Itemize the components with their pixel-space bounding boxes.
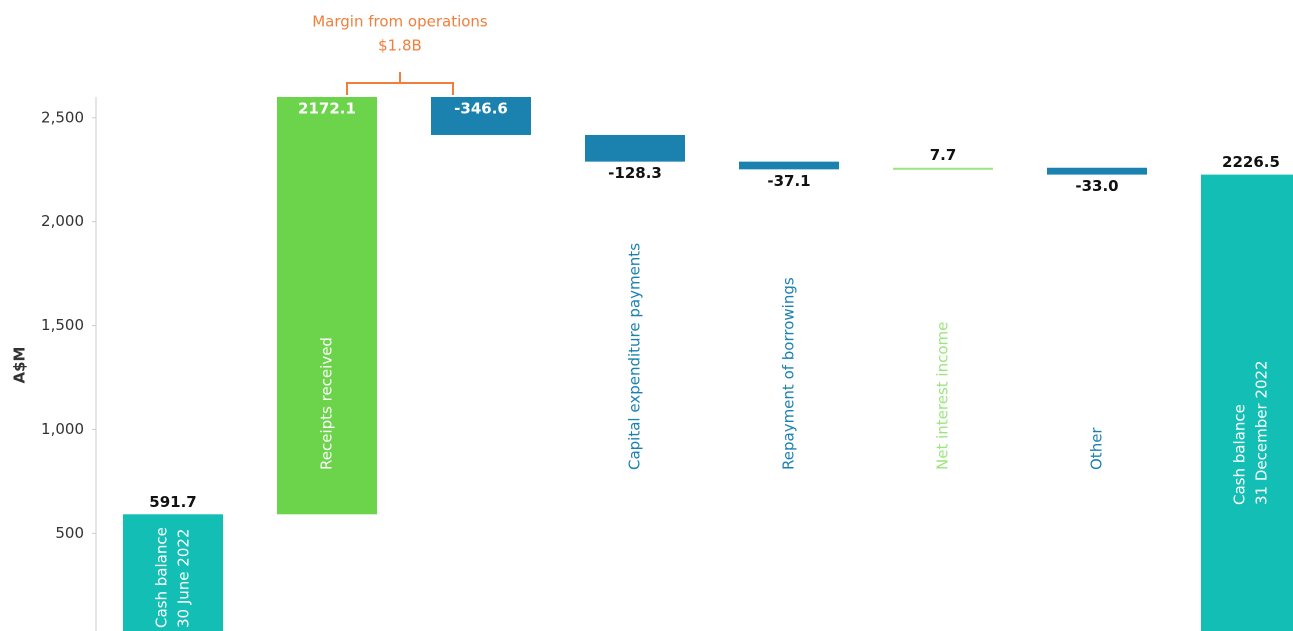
value-label: 7.7 (930, 146, 957, 164)
value-label: -128.3 (608, 164, 662, 182)
category-label: Capital expenditure payments (626, 243, 644, 470)
category-label: Cash balance (153, 527, 171, 628)
bar (1047, 167, 1147, 175)
annotation-bracket (346, 72, 454, 95)
category-label: Receipts received (318, 337, 336, 470)
category-label: Other (1088, 427, 1106, 470)
category-label: 31 December 2022 (1253, 360, 1271, 505)
bar (739, 161, 839, 170)
bar (431, 97, 531, 135)
bar (123, 514, 223, 631)
annotation-text: $1.8B (378, 37, 422, 55)
category-label: Operational payments (472, 302, 490, 470)
bar (277, 97, 377, 515)
category-label: Cash balance (1231, 404, 1249, 505)
category-label: Repayment of borrowings (780, 277, 798, 470)
y-tick-label: 2,500 (41, 108, 84, 126)
value-label: 2172.1 (298, 100, 356, 118)
bar (585, 134, 685, 162)
bars (123, 97, 1293, 631)
category-label: 30 June 2022 (175, 529, 193, 628)
y-axis-label: A$M (11, 347, 29, 384)
annotation-text: Margin from operations (312, 13, 488, 31)
value-label: -33.0 (1075, 177, 1118, 195)
y-tick-label: 1,500 (41, 316, 84, 334)
value-label: 591.7 (149, 493, 196, 511)
value-label: 2226.5 (1222, 153, 1280, 171)
bar (893, 167, 993, 170)
value-label: -346.6 (454, 100, 508, 118)
y-tick-label: 500 (55, 524, 84, 542)
bar (1201, 174, 1293, 631)
y-tick-label: 1,000 (41, 420, 84, 438)
category-label: Net interest income (934, 322, 952, 470)
y-tick-label: 2,000 (41, 212, 84, 230)
value-label: -37.1 (767, 172, 810, 190)
